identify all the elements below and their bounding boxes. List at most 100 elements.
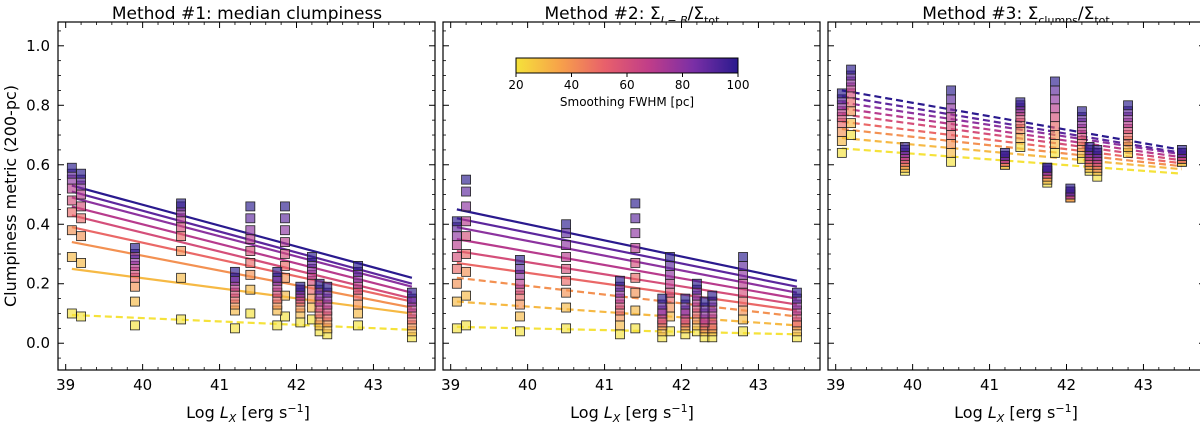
x-axis-label-3-var: L: [988, 403, 997, 422]
data-point: [1050, 147, 1060, 158]
data-point: [1050, 139, 1060, 149]
data-point: [1015, 97, 1026, 108]
colorbar-gradient: [515, 57, 739, 74]
data-point: [76, 189, 86, 200]
x-axis-label-2-prefix: Log: [570, 403, 604, 422]
data-point: [66, 207, 77, 218]
data-point: [66, 308, 77, 319]
data-point: [630, 323, 641, 334]
colorbar-label: Smoothing FWHM [pc]: [560, 95, 694, 109]
x-tick-label: 39: [441, 376, 460, 394]
x-axis-label-2-sub: X: [612, 412, 621, 425]
colorbar-tick-label: 100: [727, 78, 750, 92]
panel-2-title: Method #2: ΣI − B/Σtot: [545, 4, 721, 27]
data-point: [461, 216, 471, 227]
data-point: [738, 314, 748, 325]
data-point: [630, 258, 641, 268]
axis-ticks: 39 40 41 42 43: [441, 22, 820, 394]
x-axis-label-2-close: ]: [688, 403, 694, 422]
data-point: [738, 296, 748, 307]
data-point: [1042, 162, 1053, 173]
fit-line-fwhm-20: [841, 147, 1182, 175]
panel-method-2: 39 40 41 42 43: [441, 21, 821, 394]
x-axis-label-1-close: ]: [304, 403, 310, 422]
data-point: [461, 249, 471, 259]
plot-frame: [827, 21, 1200, 371]
data-point: [946, 156, 957, 167]
data-point: [630, 272, 641, 283]
data-point: [272, 320, 283, 331]
data-point: [451, 323, 462, 334]
data-point: [1123, 100, 1133, 111]
data-point: [130, 243, 140, 253]
data-point: [280, 213, 290, 224]
data-point: [946, 130, 957, 140]
data-point: [461, 201, 471, 212]
data-point: [451, 240, 462, 250]
data-point: [176, 272, 187, 283]
data-point: [280, 260, 290, 271]
y-tick-label: 1.0: [26, 37, 50, 55]
data-point: [353, 260, 363, 271]
fit-line-fwhm-30: [841, 136, 1183, 171]
data-point: [1050, 76, 1060, 87]
data-point: [353, 299, 363, 310]
panel-method-1: 39 40 41 42 43 0.0 0.2 0.4 0.6 0.8 1.0: [26, 21, 436, 394]
data-point: [272, 266, 283, 277]
data-point: [630, 287, 641, 298]
data-point: [515, 263, 525, 274]
data-point: [76, 231, 86, 242]
data-point: [461, 186, 471, 197]
data-point: [76, 201, 86, 212]
data-point: [836, 127, 847, 137]
data-point: [461, 320, 471, 331]
data-point: [176, 222, 187, 233]
data-point: [66, 183, 77, 194]
data-point: [245, 201, 256, 212]
data-point: [230, 323, 240, 334]
x-axis-label-3-exp: −1: [1055, 402, 1071, 415]
data-point: [561, 228, 572, 239]
data-point: [615, 329, 625, 340]
data-point: [946, 94, 957, 105]
x-axis-label-3-sub: X: [996, 412, 1005, 425]
data-point: [76, 213, 86, 224]
y-tick-label: 0.0: [26, 334, 50, 352]
data-point: [1000, 147, 1010, 158]
x-axis-label-1: Log LX [erg s−1]: [186, 402, 310, 425]
data-point: [1065, 183, 1076, 194]
data-point: [515, 278, 525, 289]
data-point: [1015, 133, 1026, 143]
data-point: [615, 320, 625, 331]
y-tick-label: 0.2: [26, 275, 50, 293]
y-tick-label: 0.4: [26, 215, 50, 233]
data-point: [230, 266, 240, 277]
data-point: [1050, 130, 1060, 140]
data-point: [461, 174, 471, 185]
data-markers: [66, 162, 417, 343]
data-point: [280, 311, 290, 322]
x-tick-label: 41: [595, 376, 614, 394]
plot-frame: [442, 21, 821, 371]
colorbar: 20 40 60 80 100 Smoothing FWHM [pc]: [508, 57, 750, 109]
fit-line-fwhm-50: [841, 120, 1183, 165]
panel-3-title-prefix: Method #3:: [922, 4, 1027, 24]
data-point: [515, 299, 525, 310]
x-axis-label-3-close: ]: [1072, 403, 1078, 422]
x-tick-label: 41: [210, 376, 229, 394]
data-point: [846, 64, 856, 75]
data-point: [561, 275, 572, 286]
data-point: [451, 296, 462, 307]
data-point: [946, 103, 957, 114]
axis-ticks: 39 40 41 42 43: [826, 22, 1200, 394]
data-point: [353, 320, 363, 331]
data-point: [738, 278, 748, 289]
x-tick-label: 43: [749, 376, 768, 394]
data-point: [66, 162, 77, 173]
data-point: [245, 234, 256, 245]
data-point: [322, 281, 333, 292]
data-point: [630, 213, 641, 224]
data-point: [630, 198, 641, 209]
data-point: [306, 252, 317, 262]
